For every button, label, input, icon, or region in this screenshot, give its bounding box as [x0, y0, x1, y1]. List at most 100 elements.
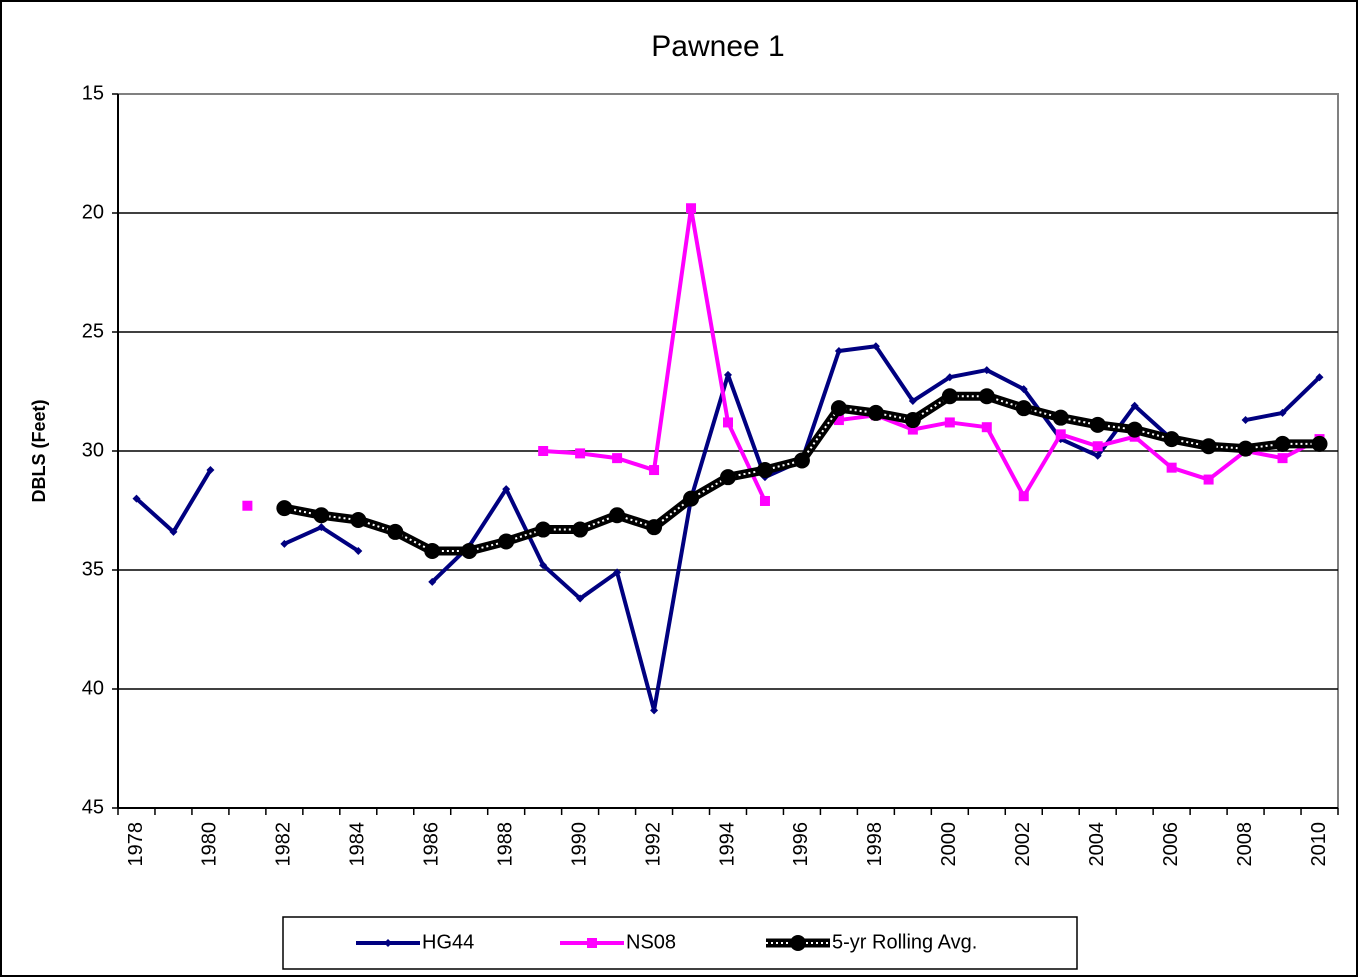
x-tick-label: 2010 — [1308, 822, 1330, 867]
data-point — [1089, 416, 1106, 433]
data-point — [424, 542, 441, 559]
data-point — [907, 424, 918, 435]
data-point — [1277, 453, 1288, 464]
legend-marker — [587, 938, 597, 948]
data-point — [1274, 435, 1291, 452]
data-point — [981, 422, 992, 433]
x-tick-label: 1980 — [199, 822, 221, 867]
x-tick-label: 2008 — [1234, 822, 1256, 867]
data-point — [1055, 429, 1066, 440]
x-tick-label: 2006 — [1160, 822, 1182, 867]
y-tick-label: 40 — [82, 677, 104, 699]
data-point — [724, 370, 732, 379]
chart-title: Pawnee 1 — [651, 30, 784, 63]
data-point — [535, 521, 552, 538]
data-point — [276, 500, 293, 517]
data-point — [1237, 440, 1254, 457]
data-point — [686, 203, 697, 214]
x-tick-label: 1990 — [568, 822, 590, 867]
data-point — [830, 400, 847, 417]
data-point — [833, 415, 844, 426]
y-tick-label: 35 — [82, 558, 104, 580]
data-point — [575, 448, 586, 459]
data-point — [720, 469, 736, 486]
data-point — [945, 373, 954, 382]
data-point — [242, 500, 253, 511]
y-tick-label: 25 — [82, 320, 104, 342]
data-point — [723, 417, 733, 428]
data-point — [1278, 408, 1287, 417]
legend-label: HG44 — [422, 931, 474, 953]
data-point — [1311, 435, 1328, 452]
data-point — [609, 507, 626, 524]
data-point — [871, 342, 880, 351]
data-point — [1163, 431, 1180, 448]
data-point — [1015, 400, 1032, 417]
data-point — [1241, 416, 1250, 425]
x-tick-label: 2004 — [1086, 822, 1108, 867]
data-point — [756, 462, 773, 479]
data-point — [428, 577, 437, 586]
x-tick-label: 1998 — [864, 822, 886, 867]
data-point — [1200, 438, 1217, 455]
x-tick-label: 2000 — [938, 822, 960, 867]
legend-marker — [384, 939, 392, 947]
data-point — [944, 417, 955, 428]
data-point — [649, 465, 660, 476]
data-point — [1018, 491, 1029, 502]
data-point — [834, 347, 843, 356]
data-point — [350, 512, 367, 529]
legend-label: NS08 — [626, 931, 676, 953]
data-point — [538, 446, 549, 456]
legend-label: 5-yr Rolling Avg. — [832, 931, 977, 953]
data-point — [908, 397, 917, 406]
data-point — [502, 485, 511, 494]
data-point — [132, 494, 141, 503]
y-axis-label: DBLS (Feet) — [29, 399, 49, 502]
data-point — [539, 561, 548, 570]
y-tick-label: 15 — [82, 82, 104, 104]
data-point — [1130, 401, 1139, 410]
data-point — [313, 507, 330, 524]
data-point — [387, 523, 404, 540]
y-tick-label: 45 — [82, 796, 104, 818]
data-point — [169, 527, 178, 536]
data-point — [1166, 462, 1177, 473]
data-point — [941, 388, 958, 405]
legend-marker — [790, 935, 806, 951]
data-point — [1315, 373, 1324, 382]
data-point — [646, 519, 663, 536]
data-point — [978, 388, 995, 405]
x-tick-label: 1996 — [790, 822, 812, 867]
data-point — [280, 539, 289, 548]
data-point — [1052, 409, 1069, 426]
data-point — [576, 594, 585, 603]
data-point — [1019, 385, 1028, 394]
x-tick-label: 2002 — [1012, 822, 1034, 867]
x-tick-label: 1986 — [421, 822, 443, 867]
data-point — [1093, 451, 1102, 460]
data-point — [793, 452, 810, 469]
data-point — [1092, 441, 1103, 452]
x-tick-label: 1982 — [273, 822, 295, 867]
x-tick-label: 1978 — [125, 822, 147, 867]
data-point — [613, 568, 622, 577]
data-point — [498, 533, 515, 550]
data-point — [867, 404, 884, 421]
data-point — [572, 521, 589, 538]
data-point — [612, 453, 623, 464]
data-point — [206, 466, 215, 475]
data-point — [317, 523, 326, 532]
data-point — [683, 490, 700, 507]
data-point — [759, 495, 770, 506]
data-point — [354, 546, 363, 555]
y-tick-label: 30 — [82, 439, 104, 461]
x-tick-label: 1988 — [494, 822, 516, 867]
x-tick-label: 1984 — [347, 822, 369, 867]
data-point — [1203, 474, 1214, 485]
data-point — [1126, 421, 1143, 438]
data-point — [982, 366, 991, 375]
x-tick-label: 1992 — [642, 822, 664, 867]
